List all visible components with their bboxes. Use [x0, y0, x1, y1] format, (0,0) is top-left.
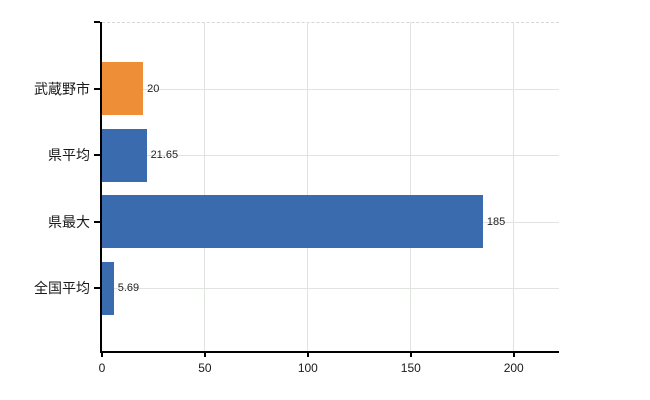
x-axis-tick [101, 353, 103, 357]
plot-top-border [102, 22, 559, 23]
x-axis-tick [203, 353, 206, 357]
gridline-vertical [204, 22, 206, 351]
bar-value-label: 185 [486, 215, 506, 228]
bar-value-label: 21.65 [150, 149, 179, 162]
bar-value-label: 5.69 [117, 282, 140, 295]
x-axis-tick-label: 200 [503, 361, 524, 375]
gridline-horizontal [102, 155, 559, 157]
y-axis-top-cap-tick [94, 21, 100, 23]
x-axis-tick-label: 100 [297, 361, 318, 375]
bar-value-label: 20 [147, 82, 160, 95]
gridline-vertical [513, 22, 515, 351]
gridline-vertical [307, 22, 309, 351]
x-axis-tick-label: 50 [198, 361, 212, 375]
x-axis-tick [512, 353, 515, 357]
bar [102, 62, 144, 115]
plot-area: 20 21.65 185 5.69 0 50 100 150 200 [94, 21, 559, 375]
bar [102, 195, 483, 249]
y-axis-category-label: 全国平均 [34, 280, 90, 297]
x-axis-tick [306, 353, 309, 357]
bar [102, 128, 147, 182]
y-axis-tick [94, 87, 100, 90]
y-axis-category-label: 武蔵野市 [34, 80, 90, 97]
y-axis-category-label: 県平均 [48, 147, 90, 164]
x-axis-tick-label: 150 [400, 361, 421, 375]
gridline-vertical [410, 22, 412, 351]
y-axis-tick [94, 287, 100, 290]
x-axis-tick-label: 0 [98, 361, 106, 375]
y-axis-tick [94, 220, 100, 223]
gridline-horizontal [102, 88, 559, 90]
y-axis-category-label: 県最大 [48, 213, 90, 230]
x-axis-tick [409, 353, 412, 357]
gridline-horizontal [102, 288, 559, 290]
bar [102, 261, 114, 315]
y-axis-tick [94, 154, 100, 157]
